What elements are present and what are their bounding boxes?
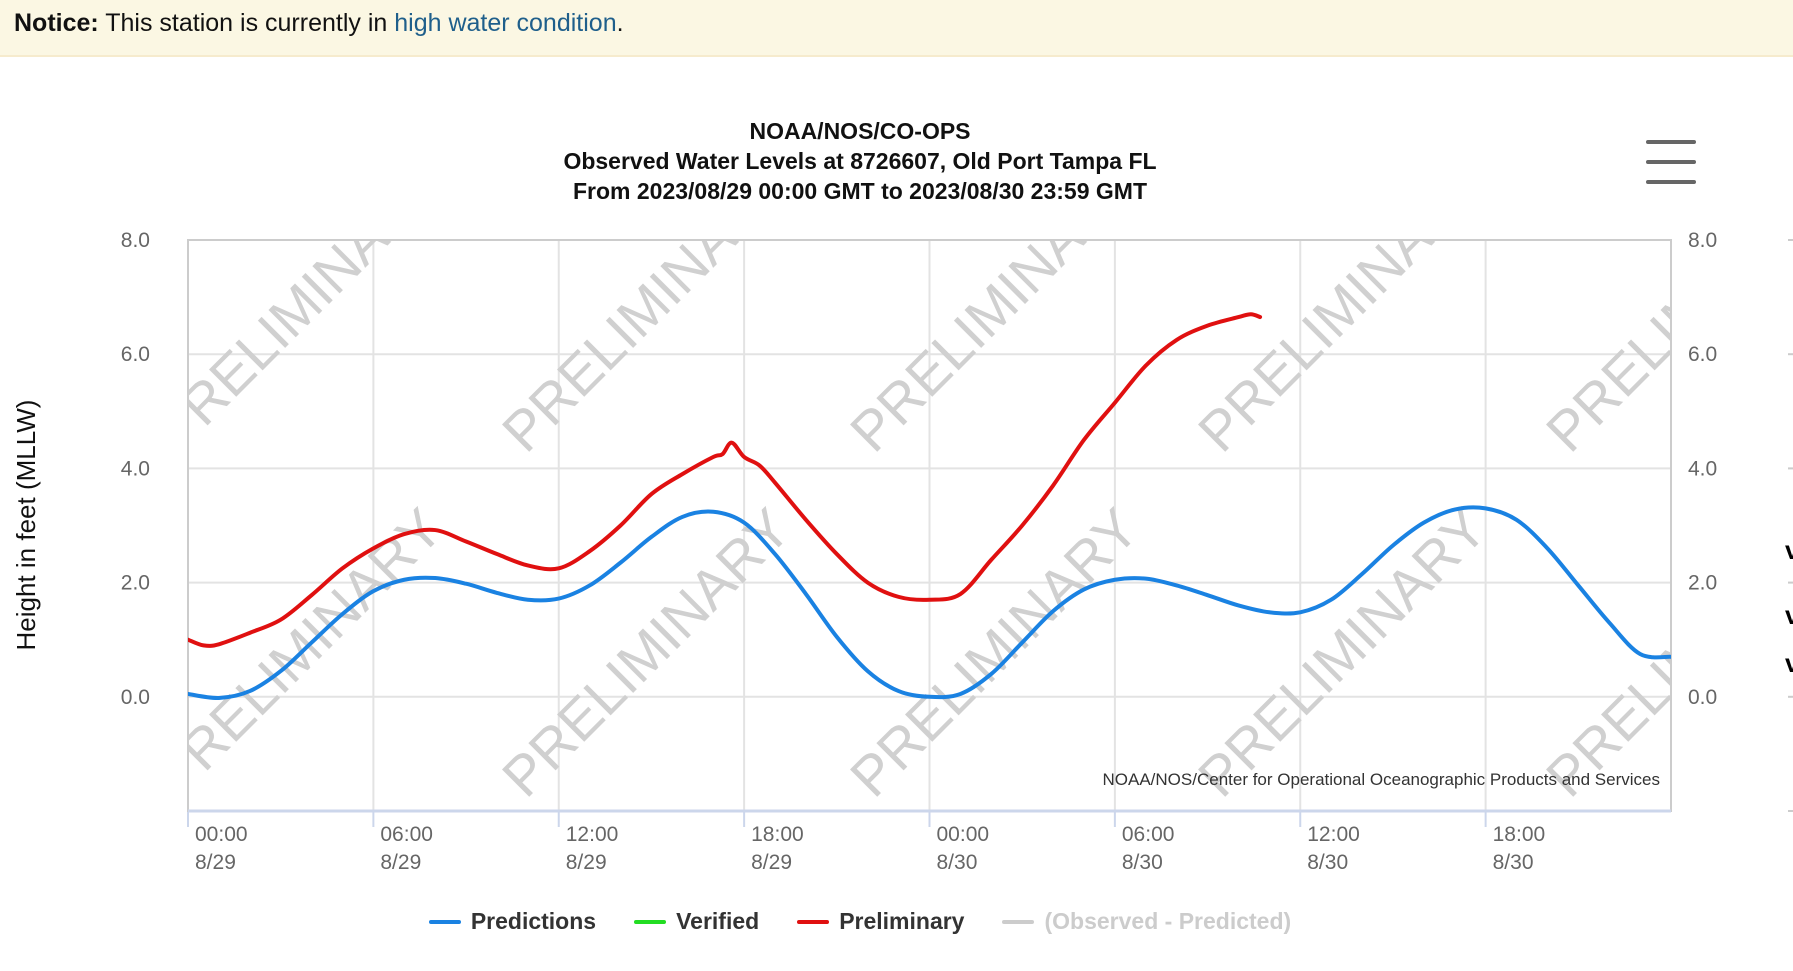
legend-item-preliminary[interactable]: Preliminary <box>797 908 964 935</box>
watermark-text: PRELIMINARY <box>1186 151 1498 463</box>
x-tick-label-time: 12:00 <box>566 823 619 846</box>
watermark-text: PRELIMINARY <box>1186 496 1498 808</box>
y-tick-label-left: 8.0 <box>121 229 150 252</box>
chart-subtitle: Observed Water Levels at 8726607, Old Po… <box>563 148 1157 174</box>
y-tick-label-right: 4.0 <box>1688 457 1717 480</box>
series-line-preliminary <box>188 312 1263 648</box>
legend-item-observed-minus-predicted[interactable]: (Observed - Predicted) <box>1002 908 1291 935</box>
hamburger-menu-icon-bar <box>1646 180 1696 184</box>
notice-message: This station is currently in <box>105 9 388 37</box>
hamburger-menu-icon <box>1646 140 1696 144</box>
high-water-condition-link[interactable]: high water condition <box>394 9 617 37</box>
notice-label: Notice: <box>14 9 99 37</box>
x-tick-label-time: 00:00 <box>937 823 990 846</box>
x-tick-label-time: 00:00 <box>195 823 248 846</box>
x-tick-label-time: 06:00 <box>380 823 433 846</box>
clipped-chart-glyph: v <box>1785 648 1793 678</box>
legend-swatch-preliminary <box>797 919 830 924</box>
legend-label-preliminary: Preliminary <box>839 908 965 934</box>
watermark-text: PRELIMINARY <box>838 496 1150 808</box>
notice-banner: Notice: This station is currently in hig… <box>0 0 1793 57</box>
watermark-text: PRELIMINARY <box>490 151 802 463</box>
x-tick-label-date: 8/30 <box>1307 851 1348 874</box>
y-tick-label-left: 0.0 <box>121 686 150 709</box>
series-line-predictions <box>188 505 1671 700</box>
clipped-chart-glyph: v <box>1785 600 1793 630</box>
chart-date-range: From 2023/08/29 00:00 GMT to 2023/08/30 … <box>572 178 1147 204</box>
legend-item-verified[interactable]: Verified <box>634 908 759 935</box>
y-tick-label-left: 2.0 <box>121 572 150 595</box>
x-tick-label-date: 8/30 <box>1493 851 1534 874</box>
x-tick-label-date: 8/30 <box>937 851 978 874</box>
x-tick-label-date: 8/29 <box>566 851 607 874</box>
x-tick-label-date: 8/29 <box>751 851 792 874</box>
legend-swatch-verified <box>634 919 667 924</box>
hamburger-menu-icon-bar <box>1646 160 1696 164</box>
chart-credit: NOAA/NOS/Center for Operational Oceanogr… <box>1103 770 1661 789</box>
y-tick-label-left: 4.0 <box>121 457 150 480</box>
legend-label-observed-minus-predicted: (Observed - Predicted) <box>1044 908 1292 934</box>
series-layer <box>188 312 1671 700</box>
legend-swatch-observed-minus-predicted <box>1002 919 1035 924</box>
x-tick-label-time: 18:00 <box>1493 823 1546 846</box>
y-tick-label-right: 0.0 <box>1688 686 1717 709</box>
x-tick-label-time: 06:00 <box>1122 823 1175 846</box>
x-tick-label-time: 12:00 <box>1307 823 1360 846</box>
watermark-text: PRELIMINARY <box>1534 496 1793 808</box>
x-tick-label-date: 8/29 <box>380 851 421 874</box>
chart-legend: Predictions Verified Preliminary (Observ… <box>0 908 1720 935</box>
y-tick-label-right: 2.0 <box>1688 572 1717 595</box>
chart-title: NOAA/NOS/CO-OPS <box>749 118 971 144</box>
x-tick-label-date: 8/30 <box>1122 851 1163 874</box>
watermark-layer: PRELIMINARY PRELIMINARY PRELIMINARY PRELIMI… <box>188 151 1793 808</box>
y-axis-label: Height in feet (MLLW) <box>11 400 41 651</box>
legend-label-predictions: Predictions <box>470 908 597 934</box>
notice-text: Notice: This station is currently in hig… <box>14 9 624 38</box>
chart-menu-button[interactable] <box>1644 138 1698 188</box>
notice-suffix: . <box>616 9 624 37</box>
legend-swatch-predictions <box>428 919 461 924</box>
x-tick-label-time: 18:00 <box>751 823 804 846</box>
y-tick-label-right: 6.0 <box>1688 343 1717 366</box>
legend-label-verified: Verified <box>676 908 760 934</box>
watermark-text: PRELIMINARY <box>1534 151 1793 463</box>
legend-item-predictions[interactable]: Predictions <box>428 908 597 935</box>
y-tick-label-right: 8.0 <box>1688 229 1717 252</box>
x-tick-label-date: 8/29 <box>195 851 236 874</box>
chart-axes: 8.0 8.0 6.0 6.0 4.0 4.0 2.0 2.0 0.0 0.0 00:00 8/29 0… <box>121 229 1793 874</box>
clipped-chart-glyph: v <box>1785 535 1793 565</box>
y-tick-label-left: 6.0 <box>121 343 150 366</box>
